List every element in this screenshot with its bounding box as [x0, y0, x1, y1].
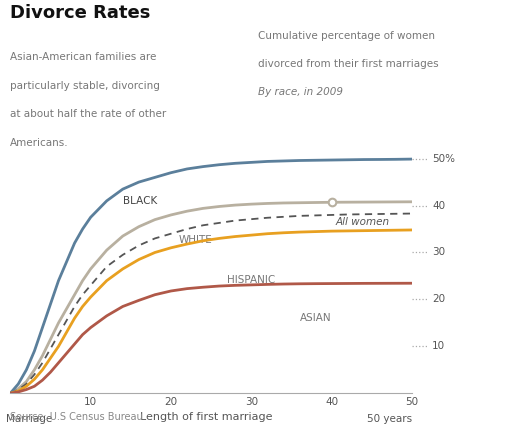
Text: 50%: 50% [432, 154, 455, 163]
Text: 30: 30 [432, 247, 445, 257]
Text: BLACK: BLACK [123, 195, 157, 205]
Text: 20: 20 [432, 295, 445, 305]
Text: Americans.: Americans. [10, 138, 69, 148]
Text: Cumulative percentage of women: Cumulative percentage of women [258, 31, 435, 41]
Text: particularly stable, divorcing: particularly stable, divorcing [10, 81, 160, 91]
Text: divorced from their first marriages: divorced from their first marriages [258, 59, 438, 69]
Text: By race, in 2009: By race, in 2009 [258, 87, 342, 97]
Text: at about half the rate of other: at about half the rate of other [10, 109, 166, 119]
Text: 10: 10 [432, 341, 445, 351]
Text: Divorce Rates: Divorce Rates [10, 4, 151, 22]
Text: All women: All women [336, 217, 390, 227]
Text: ASIAN: ASIAN [300, 313, 331, 323]
Text: Source: U.S Census Bureau: Source: U.S Census Bureau [10, 412, 143, 422]
Text: Asian-American families are: Asian-American families are [10, 52, 157, 62]
Text: WHITE: WHITE [179, 236, 213, 246]
Text: 40: 40 [432, 201, 445, 211]
Text: Marriage: Marriage [6, 414, 53, 424]
Text: HISPANIC: HISPANIC [227, 275, 276, 285]
Text: 50 years: 50 years [367, 414, 412, 424]
Text: Length of first marriage: Length of first marriage [140, 412, 272, 422]
